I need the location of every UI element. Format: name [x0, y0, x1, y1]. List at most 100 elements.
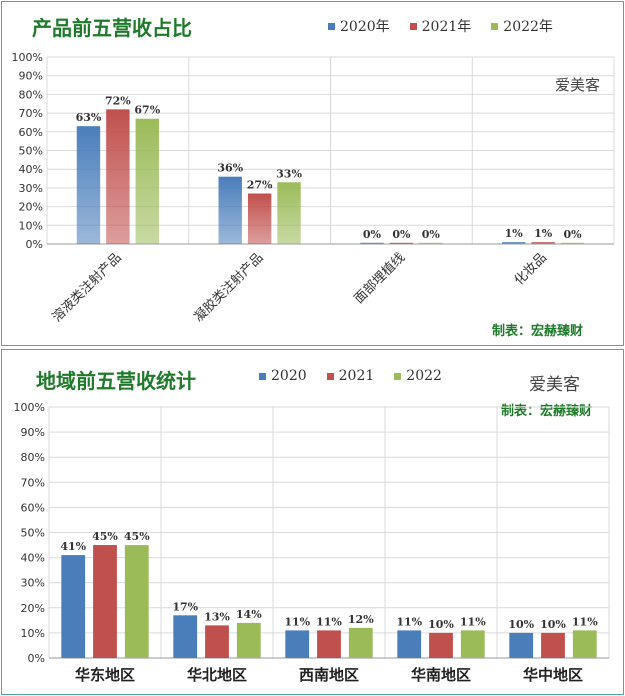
legend-swatch — [259, 372, 266, 380]
legend-item-2020: 2020 — [259, 368, 307, 384]
y-tick-label: 10% — [21, 627, 45, 640]
x-category-label: 溶液类注射产品 — [49, 250, 125, 326]
bar — [560, 242, 585, 244]
y-tick-label: 70% — [21, 476, 45, 489]
data-label: 11% — [396, 615, 422, 628]
data-label: 45% — [124, 530, 150, 543]
y-tick-label: 100% — [14, 401, 45, 414]
bar — [106, 109, 130, 244]
y-tick-label: 90% — [21, 426, 45, 439]
legend-label: 2020年 — [340, 19, 390, 35]
bar — [285, 630, 310, 658]
bar — [502, 242, 526, 244]
x-category-label: 华南地区 — [411, 666, 471, 684]
chart-legend: 2020 2021 2022 — [259, 368, 442, 384]
bar — [76, 126, 101, 244]
bar — [541, 632, 565, 658]
legend-item-2020: 2020年 — [328, 16, 390, 36]
bar — [236, 622, 261, 658]
bar — [572, 630, 597, 658]
chart-legend: 2020年 2021年 2022年 — [328, 16, 553, 36]
legend-swatch — [328, 22, 335, 30]
chart-title: 地域前五营收统计 — [36, 369, 196, 393]
legend-swatch — [491, 22, 499, 30]
legend-label: 2021 — [338, 368, 375, 384]
data-label: 36% — [217, 162, 243, 175]
y-tick-label: 50% — [19, 145, 43, 158]
data-label: 0% — [563, 228, 582, 241]
x-category-label: 华中地区 — [523, 666, 583, 684]
bar — [360, 242, 384, 244]
bar — [247, 193, 272, 244]
y-tick-label: 80% — [21, 451, 45, 464]
bar — [124, 545, 149, 658]
bar — [277, 182, 301, 244]
data-label: 27% — [247, 179, 273, 192]
legend-label: 2022年 — [503, 19, 553, 35]
data-label: 0% — [392, 228, 411, 241]
x-category-label: 华北地区 — [187, 666, 247, 684]
data-label: 1% — [534, 227, 553, 240]
watermark-text: 爱美客 — [555, 76, 601, 94]
legend-label: 2022 — [406, 368, 442, 384]
y-tick-label: 30% — [21, 577, 45, 590]
data-label: 11% — [460, 615, 486, 628]
data-label: 63% — [76, 111, 102, 124]
bar — [205, 625, 229, 658]
data-label: 11% — [572, 615, 598, 628]
bar — [135, 118, 159, 244]
data-label: 17% — [172, 600, 198, 613]
bar — [460, 630, 485, 658]
data-label: 12% — [348, 613, 374, 626]
y-tick-label: 40% — [19, 163, 43, 176]
data-label: 14% — [236, 608, 262, 621]
y-tick-label: 20% — [19, 201, 43, 214]
bar — [348, 627, 373, 658]
y-tick-label: 60% — [21, 501, 45, 514]
data-label: 10% — [540, 618, 566, 631]
x-category-label: 凝胶类注射产品 — [191, 250, 267, 326]
data-label: 13% — [204, 610, 230, 623]
bar — [389, 242, 414, 244]
data-label: 11% — [284, 615, 310, 628]
y-tick-label: 40% — [21, 552, 45, 565]
y-tick-label: 0% — [26, 238, 43, 251]
data-label: 41% — [60, 540, 86, 553]
bar — [429, 632, 453, 658]
y-tick-label: 0% — [28, 652, 45, 665]
chart-title: 产品前五营收占比 — [32, 16, 192, 40]
bar — [317, 630, 341, 658]
y-tick-label: 100% — [12, 51, 43, 64]
legend-swatch — [326, 372, 334, 380]
legend-item-2021: 2021 — [326, 368, 375, 384]
bar — [419, 242, 443, 244]
data-label: 1% — [505, 227, 524, 240]
data-label: 67% — [134, 104, 160, 117]
data-label: 10% — [428, 618, 454, 631]
product-bar-chart: 0% 10% 20% 30% 40% 50% 60% 70% 80% 90% 100% 63%72%6… — [12, 51, 615, 326]
credit-text: 制表：宏赫臻财 — [501, 404, 593, 419]
bar — [531, 242, 555, 244]
y-tick-label: 30% — [19, 182, 43, 195]
data-label: 10% — [508, 618, 534, 631]
legend-item-2022: 2022 — [394, 368, 442, 384]
y-tick-label: 50% — [21, 527, 45, 540]
x-category-label: 西南地区 — [299, 666, 359, 684]
y-tick-label: 70% — [19, 107, 43, 120]
watermark-text: 爱美客 — [529, 375, 580, 395]
y-tick-label: 20% — [21, 602, 45, 615]
bar — [173, 615, 198, 658]
region-bar-chart: 0% 10% 20% 30% 40% 50% 60% 70% 80% 90% 100% 41% 45% 4… — [14, 401, 610, 684]
data-label: 0% — [422, 228, 441, 241]
bar — [93, 545, 117, 658]
data-label: 72% — [105, 94, 131, 107]
y-tick-label: 60% — [19, 126, 43, 139]
data-label: 45% — [92, 530, 118, 543]
bar — [218, 176, 242, 244]
y-tick-label: 80% — [19, 88, 43, 101]
bar — [509, 632, 534, 658]
legend-item-2022: 2022年 — [491, 16, 553, 36]
legend-label: 2021年 — [421, 19, 472, 35]
y-tick-label: 10% — [19, 219, 43, 232]
credit-text: 制表：宏赫臻财 — [492, 324, 584, 339]
